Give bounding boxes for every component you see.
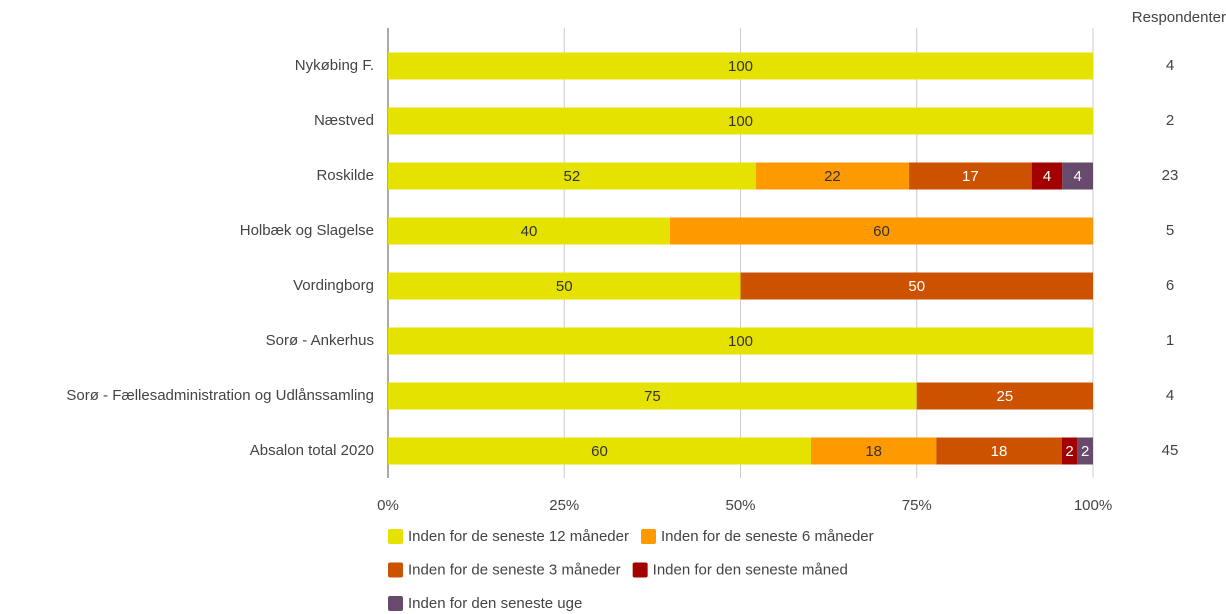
bar-segment (388, 52, 1093, 80)
legend-label: Inden for de seneste 12 måneder (408, 528, 629, 545)
respondents-value: 1 (1166, 332, 1174, 349)
bar-segment (909, 162, 1032, 190)
x-tick-label: 100% (1074, 497, 1112, 514)
bar-segment (1077, 437, 1093, 465)
respondents-value: 6 (1166, 277, 1174, 294)
respondents-title: Respondenter (1132, 9, 1226, 26)
bar-segment (1031, 162, 1063, 190)
data-label: 50 (556, 278, 573, 295)
y-tick-label: Holbæk og Slagelse (240, 222, 374, 239)
respondents-value: 2 (1166, 112, 1174, 129)
data-label: 100 (728, 113, 753, 130)
y-tick-label: Nykøbing F. (295, 57, 374, 74)
bar-segment (388, 217, 670, 245)
bar-segment (670, 217, 1093, 245)
data-label: 75 (644, 388, 661, 405)
y-tick-label: Absalon total 2020 (250, 442, 374, 459)
data-label: 18 (865, 443, 882, 460)
data-label: 60 (591, 443, 608, 460)
x-tick-label: 25% (549, 497, 579, 514)
bar-segment (388, 162, 756, 190)
bar-segment (916, 382, 1093, 410)
respondents-value: 4 (1166, 387, 1174, 404)
bar-segment (388, 272, 741, 300)
data-label: 100 (728, 58, 753, 75)
x-tick-label: 0% (377, 497, 399, 514)
bar-segment (388, 327, 1093, 355)
y-tick-label: Vordingborg (293, 277, 374, 294)
x-tick-label: 50% (725, 497, 755, 514)
data-label: 50 (908, 278, 925, 295)
data-label: 2 (1081, 443, 1089, 460)
respondents-value: 4 (1166, 57, 1174, 74)
bar-segment (811, 437, 937, 465)
bar-segment (755, 162, 910, 190)
data-label: 18 (991, 443, 1008, 460)
y-tick-label: Roskilde (316, 167, 374, 184)
data-label: 52 (564, 168, 581, 185)
legend-label: Inden for de seneste 6 måneder (661, 528, 874, 545)
respondents-value: 5 (1166, 222, 1174, 239)
legend-label: Inden for de seneste 3 måneder (408, 561, 621, 578)
bar-segment (388, 107, 1093, 135)
respondents-value: 45 (1162, 442, 1179, 459)
bar-segment (1061, 437, 1078, 465)
y-tick-label: Sorø - Fællesadministration og Udlånssam… (66, 387, 374, 404)
bar-segment (740, 272, 1093, 300)
respondents-value: 23 (1162, 167, 1179, 184)
legend-swatch (388, 529, 403, 544)
bar-segment (388, 437, 811, 465)
bar-segment (936, 437, 1062, 465)
x-tick-label: 75% (902, 497, 932, 514)
data-label: 2 (1065, 443, 1073, 460)
legend-swatch (388, 562, 403, 578)
data-label: 100 (728, 333, 753, 350)
y-tick-label: Sorø - Ankerhus (266, 332, 374, 349)
legend-label: Inden for den seneste uge (408, 595, 582, 612)
data-label: 25 (997, 388, 1014, 405)
y-tick-label: Næstved (314, 112, 374, 129)
legend-swatch (641, 529, 656, 544)
legend-swatch (632, 562, 648, 578)
data-label: 40 (521, 223, 538, 240)
data-label: 4 (1073, 168, 1081, 185)
bar-segment (1062, 162, 1093, 190)
data-label: 4 (1043, 168, 1051, 185)
legend-swatch (388, 596, 403, 611)
data-label: 60 (873, 223, 890, 240)
data-label: 22 (824, 168, 841, 185)
legend-label: Inden for den seneste måned (653, 561, 848, 578)
data-label: 17 (962, 168, 979, 185)
bar-segment (388, 382, 917, 410)
